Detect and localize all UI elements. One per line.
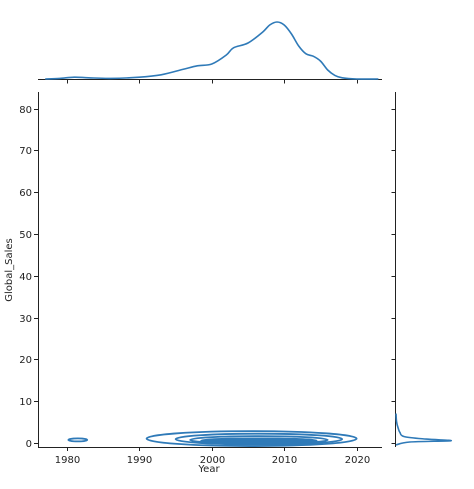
x-tick-label: 1980: [55, 455, 80, 466]
y-tick-label: 40: [19, 272, 32, 283]
y-tick-label: 10: [19, 397, 32, 408]
x-tick-label: 1990: [127, 455, 152, 466]
y-tick-label: 30: [19, 314, 32, 325]
marginal-y-panel: [391, 92, 452, 447]
x-tick-label: 2020: [345, 455, 370, 466]
y-tick-label: 0: [26, 439, 32, 450]
y-tick-label: 60: [19, 188, 32, 199]
density-contour-6: [218, 438, 307, 444]
y-tick-label: 20: [19, 355, 32, 366]
marginal-y-density-curve: [395, 413, 452, 446]
density-contour-4: [189, 435, 329, 445]
density-contour-1: [67, 437, 89, 443]
x-tick-label: 2010: [272, 455, 297, 466]
marginal-x-density-curve: [45, 21, 379, 80]
y-tick-label: 50: [19, 230, 32, 241]
x-tick-label: 2000: [200, 455, 225, 466]
y-tick-label: 80: [19, 105, 32, 116]
y-axis-label: Global_Sales: [4, 238, 15, 302]
density-contour-2: [145, 430, 358, 448]
y-tick-label: 70: [19, 146, 32, 157]
marginal-x-panel: [38, 21, 382, 84]
x-axis-label: Year: [197, 464, 220, 475]
joint-panel: 1980 1990 2000 2010 2020 0 10 20 30 40 50 60 70 80 Y…: [4, 92, 382, 475]
